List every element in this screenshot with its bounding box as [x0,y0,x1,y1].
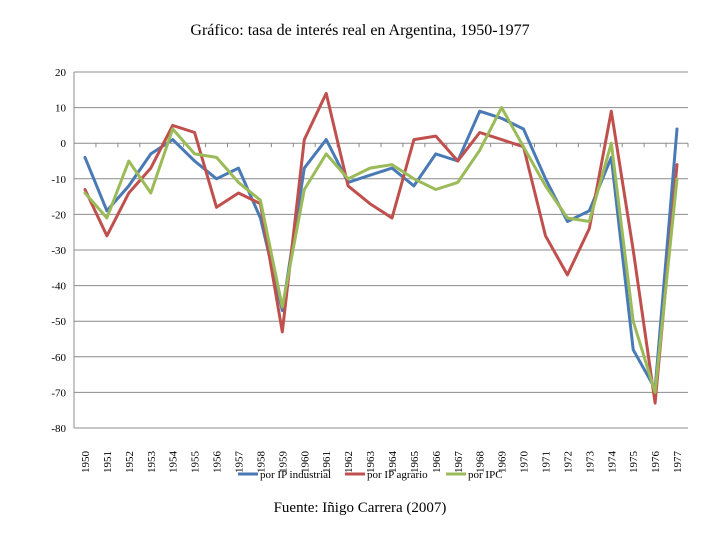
chart-title: Gráfico: tasa de interés real en Argenti… [190,22,530,39]
x-tick-label: 1957 [233,451,245,474]
y-tick-label: -70 [51,387,66,399]
y-tick-label: 10 [55,103,67,115]
y-tick-label: 0 [61,138,67,150]
x-tick-label: 1960 [299,451,311,474]
x-tick-label: 1967 [453,451,465,474]
series-line-0 [83,109,679,391]
x-tick-label: 1972 [562,451,574,473]
y-tick-label: -50 [51,316,66,328]
gridlines [74,71,688,429]
x-tick-label: 1964 [387,451,399,474]
x-tick-label: 1976 [650,451,662,474]
x-tick-label: 1974 [606,451,618,474]
x-tick-label: 1951 [102,451,114,473]
legend-label: por IPC [468,469,503,481]
x-tick-label: 1958 [255,451,267,474]
x-tick-label: 1953 [146,451,158,474]
x-tick-label: 1970 [519,451,531,474]
source-note: Fuente: Iñigo Carrera (2007) [273,500,447,516]
x-tick-label: 1969 [497,451,509,474]
x-tick-label: 1959 [277,451,289,474]
x-tick-label: 1950 [80,451,92,474]
x-tick-label: 1968 [475,451,487,474]
y-tick-label: -60 [51,352,66,364]
y-tick-label: 20 [55,67,67,79]
y-tick-label: -80 [51,423,66,435]
x-tick-label: 1955 [190,451,202,474]
y-tick-labels: 20 10 0 -10 -20 -30 -40 -50 -60 -70 -80 [51,67,66,435]
y-tick-label: -30 [51,245,66,257]
series-line-2 [83,106,679,394]
series-lines [83,91,679,405]
x-tick-label: 1956 [212,451,224,474]
x-tick-label: 1975 [628,451,640,474]
x-tick-label: 1963 [365,451,377,474]
series-line-1 [83,91,679,405]
x-tick-label: 1971 [540,451,552,473]
x-tick-label: 1973 [584,451,596,474]
x-tick-label: 1954 [168,451,180,474]
x-tick-label: 1962 [343,451,355,473]
y-tick-label: -10 [51,174,66,186]
x-tick-label: 1977 [672,451,684,474]
x-tick-labels: 1950 1951 1952 1953 1954 1955 1956 1957 1958 1959… [80,451,684,474]
legend-label: por IP agrario [367,469,428,481]
legend-label: por IP industrial [260,469,331,481]
legend: por IP industrial por IP agrario por IPC [238,469,503,481]
y-tick-label: -20 [51,209,66,221]
x-tick-label: 1961 [321,451,333,473]
x-tick-label: 1966 [431,451,443,474]
x-tick-label: 1965 [409,451,421,474]
x-tick-label: 1952 [124,451,136,473]
y-tick-label: -40 [51,281,66,293]
